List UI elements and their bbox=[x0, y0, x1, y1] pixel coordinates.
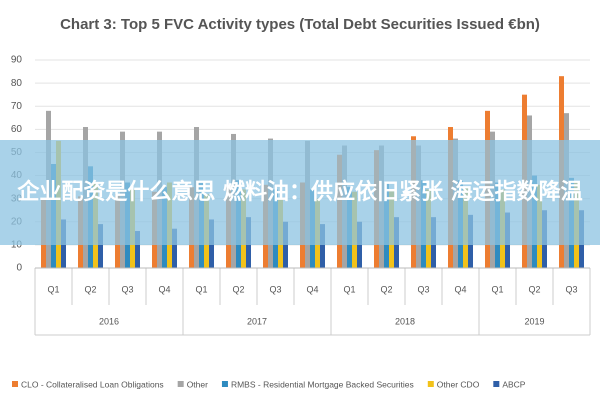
x-tick-label: Q2 bbox=[84, 284, 96, 294]
legend-swatch bbox=[12, 381, 18, 387]
x-tick-label: Q2 bbox=[232, 284, 244, 294]
overlay-banner: 企业配资是什么意思 燃料油：供应依旧紧张 海运指数降温 bbox=[0, 140, 600, 245]
legend-swatch bbox=[221, 381, 228, 387]
y-tick-label: 70 bbox=[11, 101, 23, 112]
y-tick-label: 80 bbox=[11, 78, 23, 89]
x-tick-label: Q2 bbox=[380, 284, 392, 294]
y-tick-label: 0 bbox=[16, 263, 22, 274]
legend-label: Other bbox=[187, 379, 208, 389]
x-tick-label: Q2 bbox=[528, 284, 540, 294]
y-tick-label: 60 bbox=[11, 124, 23, 135]
legend-swatch bbox=[493, 381, 500, 387]
group-label: 2017 bbox=[247, 316, 267, 326]
x-tick-label: Q4 bbox=[454, 284, 466, 294]
overlay-text: 企业配资是什么意思 燃料油：供应依旧紧张 海运指数降温 bbox=[17, 179, 583, 205]
y-tick-label: 90 bbox=[11, 55, 23, 66]
x-tick-label: Q3 bbox=[565, 284, 577, 294]
bar bbox=[320, 224, 325, 268]
legend-swatch bbox=[427, 381, 434, 387]
x-tick-label: Q3 bbox=[269, 284, 281, 294]
legend-label: Other CDO bbox=[437, 379, 480, 389]
y-tick-label: 10 bbox=[11, 240, 23, 251]
chart-title: Chart 3: Top 5 FVC Activity types (Total… bbox=[60, 16, 540, 33]
x-tick-label: Q3 bbox=[417, 284, 429, 294]
x-tick-label: Q4 bbox=[158, 284, 170, 294]
x-tick-label: Q1 bbox=[491, 284, 503, 294]
bar bbox=[135, 231, 140, 268]
x-tick-label: Q4 bbox=[306, 284, 318, 294]
x-tick-label: Q1 bbox=[343, 284, 355, 294]
x-tick-label: Q1 bbox=[47, 284, 59, 294]
legend-swatch bbox=[177, 381, 184, 387]
x-tick-label: Q1 bbox=[195, 284, 207, 294]
legend-label: RMBS - Residential Mortgage Backed Secur… bbox=[231, 379, 414, 389]
group-label: 2019 bbox=[524, 316, 544, 326]
group-label: 2016 bbox=[99, 316, 119, 326]
legend-label: CLO - Collateralised Loan Obligations bbox=[21, 379, 164, 389]
group-label: 2018 bbox=[395, 316, 415, 326]
legend-label: ABCP bbox=[502, 379, 525, 389]
bar bbox=[172, 228, 177, 268]
bar bbox=[98, 224, 103, 268]
x-tick-label: Q3 bbox=[121, 284, 133, 294]
